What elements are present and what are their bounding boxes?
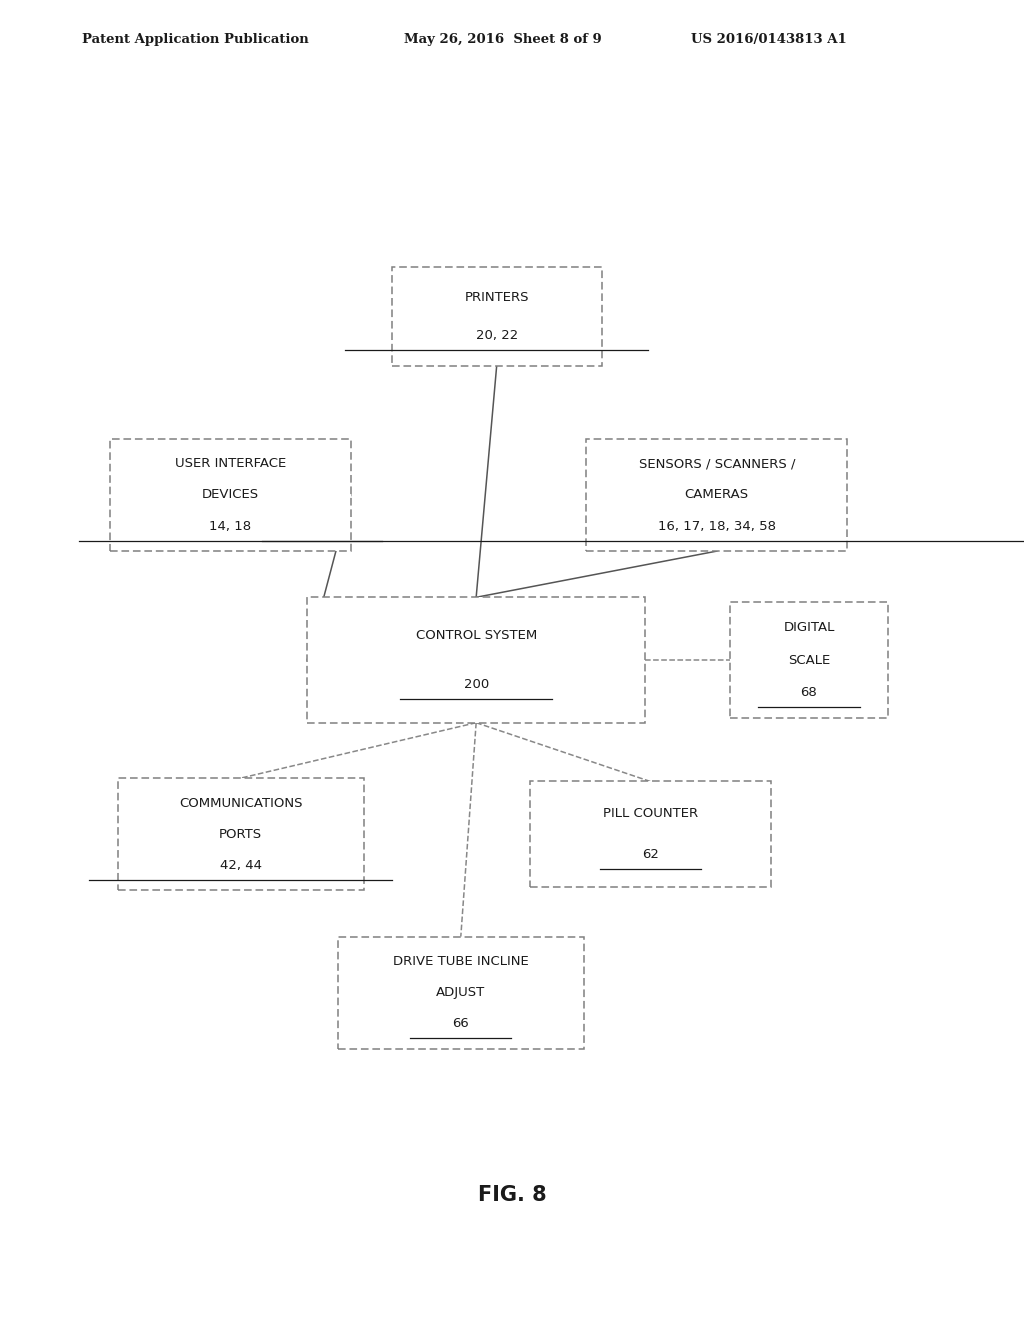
Text: 16, 17, 18, 34, 58: 16, 17, 18, 34, 58 [657, 520, 776, 533]
FancyBboxPatch shape [586, 438, 848, 552]
Text: Patent Application Publication: Patent Application Publication [82, 33, 308, 46]
Text: 68: 68 [801, 686, 817, 698]
Text: DRIVE TUBE INCLINE: DRIVE TUBE INCLINE [393, 954, 528, 968]
Text: ADJUST: ADJUST [436, 986, 485, 999]
Text: PORTS: PORTS [219, 828, 262, 841]
Text: 200: 200 [464, 677, 488, 690]
Text: 66: 66 [453, 1018, 469, 1031]
FancyBboxPatch shape [729, 602, 889, 718]
Text: FIG. 8: FIG. 8 [477, 1184, 547, 1205]
Text: US 2016/0143813 A1: US 2016/0143813 A1 [691, 33, 847, 46]
FancyBboxPatch shape [307, 597, 645, 722]
Text: 14, 18: 14, 18 [209, 520, 252, 533]
Text: 42, 44: 42, 44 [219, 859, 262, 873]
Text: PRINTERS: PRINTERS [465, 292, 528, 305]
Text: DEVICES: DEVICES [202, 488, 259, 502]
Text: SENSORS / SCANNERS /: SENSORS / SCANNERS / [639, 457, 795, 470]
Text: May 26, 2016  Sheet 8 of 9: May 26, 2016 Sheet 8 of 9 [404, 33, 602, 46]
Text: DIGITAL: DIGITAL [783, 622, 835, 634]
Text: CONTROL SYSTEM: CONTROL SYSTEM [416, 630, 537, 643]
Text: COMMUNICATIONS: COMMUNICATIONS [179, 796, 302, 809]
FancyBboxPatch shape [111, 438, 350, 552]
Text: CAMERAS: CAMERAS [685, 488, 749, 502]
FancyBboxPatch shape [391, 267, 602, 366]
Text: 62: 62 [642, 847, 658, 861]
Text: 20, 22: 20, 22 [475, 329, 518, 342]
Text: PILL COUNTER: PILL COUNTER [603, 808, 697, 821]
Text: SCALE: SCALE [787, 653, 830, 667]
Text: USER INTERFACE: USER INTERFACE [175, 457, 286, 470]
FancyBboxPatch shape [530, 781, 771, 887]
FancyBboxPatch shape [338, 937, 584, 1048]
FancyBboxPatch shape [118, 777, 364, 890]
